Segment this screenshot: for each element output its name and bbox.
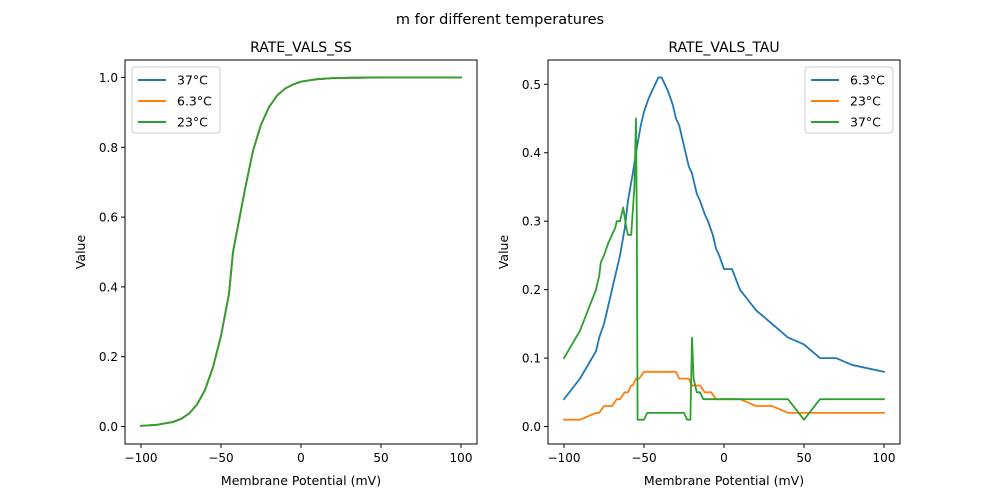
y-tick-label: 0.0 bbox=[99, 420, 118, 434]
legend-label: 23°C bbox=[177, 115, 208, 130]
y-tick-label: 0.4 bbox=[522, 146, 541, 160]
legend-item: 37°C bbox=[138, 73, 208, 88]
y-tick-label: 0.5 bbox=[522, 78, 541, 92]
x-tick-label: −50 bbox=[631, 451, 656, 465]
x-tick-label: 100 bbox=[450, 451, 473, 465]
y-axis-label: Value bbox=[73, 235, 88, 270]
legend-label: 23°C bbox=[850, 94, 881, 109]
x-tick-label: 100 bbox=[873, 451, 896, 465]
y-tick-label: 0.6 bbox=[99, 211, 118, 225]
x-tick-label: 50 bbox=[373, 451, 388, 465]
legend-label: 37°C bbox=[850, 115, 881, 130]
axes-rate-vals-ss: RATE_VALS_SS −100 −50 0 50 100 0.0 0.2 0.4 0.6 0.8… bbox=[73, 40, 478, 488]
legend-box bbox=[131, 66, 221, 134]
legend-item: 23°C bbox=[811, 94, 881, 109]
legend-item: 6.3°C bbox=[138, 94, 212, 109]
legend: 37°C 6.3°C 23°C bbox=[131, 66, 221, 134]
series-line-37-c bbox=[562, 117, 885, 421]
x-axis-label: Membrane Potential (mV) bbox=[221, 473, 381, 488]
y-tick-label: 0.0 bbox=[522, 420, 541, 434]
legend-box bbox=[804, 66, 894, 134]
y-tick-label: 0.2 bbox=[522, 283, 541, 297]
y-tick-label: 0.4 bbox=[99, 280, 118, 294]
y-tick-label: 0.8 bbox=[99, 141, 118, 155]
y-tick-label: 0.1 bbox=[522, 352, 541, 366]
plot-area bbox=[140, 76, 462, 427]
legend: 6.3°C 23°C 37°C bbox=[804, 66, 894, 134]
legend-item: 37°C bbox=[811, 115, 881, 130]
series-line-6-3-c bbox=[562, 76, 886, 401]
y-tick-label: 0.3 bbox=[522, 215, 541, 229]
figure-suptitle: m for different temperatures bbox=[396, 12, 604, 28]
legend-label: 37°C bbox=[177, 73, 208, 88]
axes-title: RATE_VALS_TAU bbox=[668, 40, 779, 56]
legend-label: 6.3°C bbox=[177, 94, 212, 109]
y-tick-label: 0.2 bbox=[99, 350, 118, 364]
x-tick-label: −100 bbox=[548, 451, 581, 465]
y-axis-label: Value bbox=[496, 235, 511, 270]
x-tick-label: 0 bbox=[297, 451, 305, 465]
x-tick-label: 50 bbox=[796, 451, 811, 465]
legend-label: 6.3°C bbox=[850, 73, 885, 88]
axes-title: RATE_VALS_SS bbox=[250, 40, 352, 56]
x-axis-label: Membrane Potential (mV) bbox=[644, 473, 804, 488]
x-tick-label: −50 bbox=[208, 451, 233, 465]
series-line-23-c bbox=[563, 370, 885, 421]
legend-item: 6.3°C bbox=[811, 73, 885, 88]
plot-area bbox=[562, 76, 886, 421]
series-line-23-c bbox=[140, 76, 462, 427]
axes-rate-vals-tau: RATE_VALS_TAU −100 −50 0 50 100 0.0 0.1 0.2 0.3 0.… bbox=[496, 40, 901, 488]
y-tick-label: 1.0 bbox=[99, 71, 118, 85]
x-tick-label: −100 bbox=[125, 451, 158, 465]
x-tick-label: 0 bbox=[720, 451, 728, 465]
legend-item: 23°C bbox=[138, 115, 208, 130]
